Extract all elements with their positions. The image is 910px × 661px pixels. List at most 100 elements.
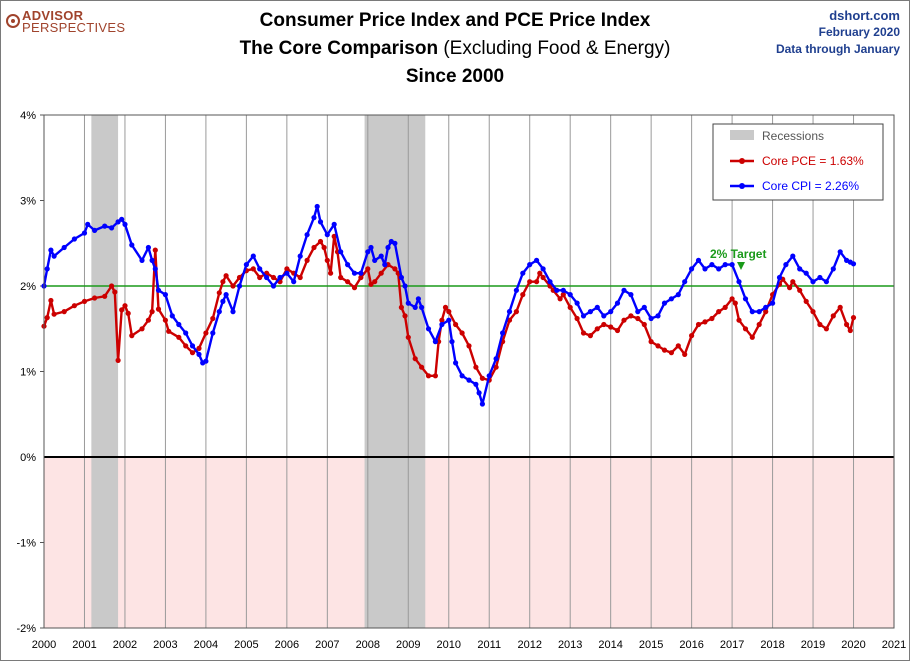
pce-point xyxy=(823,326,830,332)
y-tick-label: -2% xyxy=(16,623,36,635)
cpi-point xyxy=(594,304,600,310)
pce-point xyxy=(203,330,209,336)
pce-point xyxy=(125,310,131,316)
cpi-point xyxy=(540,266,546,272)
cpi-point xyxy=(81,230,88,236)
logo-line2: PERSPECTIVES xyxy=(22,20,126,35)
cpi-point xyxy=(71,236,77,242)
x-tick-label: 2021 xyxy=(882,639,906,651)
pce-point xyxy=(459,330,465,336)
pce-point xyxy=(338,274,344,281)
pce-point xyxy=(48,297,54,304)
pce-point xyxy=(412,356,418,362)
pce-point xyxy=(324,257,330,263)
cpi-series xyxy=(41,203,857,407)
cpi-point xyxy=(560,287,566,293)
pce-point xyxy=(257,274,263,281)
pce-point xyxy=(527,279,533,285)
cpi-point xyxy=(304,232,310,238)
pce-point xyxy=(189,350,196,356)
x-tick-label: 2010 xyxy=(437,639,461,651)
pce-point xyxy=(311,244,317,251)
cpi-point xyxy=(635,309,641,315)
cpi-point xyxy=(372,257,378,263)
cpi-point xyxy=(291,279,297,285)
x-tick-label: 2019 xyxy=(801,639,825,651)
cpi-point xyxy=(459,373,465,379)
y-tick-label: 1% xyxy=(20,367,36,379)
x-tick-label: 2000 xyxy=(32,639,56,651)
legend-recession-label: Recessions xyxy=(762,129,824,143)
pce-point xyxy=(560,292,566,298)
cpi-point xyxy=(243,262,249,268)
pce-point xyxy=(230,283,236,289)
cpi-point xyxy=(85,221,91,227)
x-tick-label: 2005 xyxy=(234,639,258,651)
cpi-point xyxy=(382,262,388,268)
pce-point xyxy=(594,326,600,332)
pce-point xyxy=(837,304,843,310)
cpi-point xyxy=(682,279,688,285)
pce-point xyxy=(139,326,145,332)
subtitle-bold: The Core Comparison xyxy=(239,38,439,59)
cpi-point xyxy=(574,300,580,306)
pce-point xyxy=(119,307,125,313)
pce-point xyxy=(614,327,621,334)
cpi-point xyxy=(338,249,344,255)
pce-point xyxy=(372,279,378,285)
cpi-point xyxy=(453,360,459,366)
cpi-point xyxy=(675,292,681,298)
cpi-point xyxy=(236,283,243,289)
pce-point xyxy=(112,289,118,295)
pce-point xyxy=(682,351,688,357)
cpi-point xyxy=(601,313,607,319)
cpi-point xyxy=(506,309,513,315)
pce-point xyxy=(628,313,634,319)
pce-point xyxy=(830,313,836,319)
x-tick-label: 2013 xyxy=(558,639,582,651)
cpi-point xyxy=(220,298,226,304)
pce-point xyxy=(810,309,816,315)
cpi-point xyxy=(425,326,432,332)
legend-pce-marker xyxy=(739,158,745,164)
pce-point xyxy=(345,279,351,285)
source-note: Data through January xyxy=(775,42,900,56)
x-tick-label: 2020 xyxy=(841,639,865,651)
cpi-point xyxy=(402,283,408,289)
cpi-point xyxy=(486,373,492,379)
pce-point xyxy=(534,279,540,285)
cpi-point xyxy=(446,317,452,323)
legend-cpi-marker xyxy=(739,183,745,189)
cpi-point xyxy=(520,270,526,276)
cpi-point xyxy=(770,300,776,306)
cpi-point xyxy=(183,330,189,336)
cpi-point xyxy=(139,257,145,263)
cpi-point xyxy=(419,304,425,310)
cpi-point xyxy=(162,292,168,298)
pce-point xyxy=(122,303,128,309)
cpi-point xyxy=(109,225,115,231)
cpi-point xyxy=(473,381,479,387)
pce-point xyxy=(162,317,168,323)
pce-point xyxy=(689,333,695,339)
pce-point xyxy=(742,326,749,332)
pce-point xyxy=(635,315,641,322)
pce-point xyxy=(216,290,222,296)
cpi-point xyxy=(695,257,702,263)
pce-point xyxy=(419,364,425,370)
pce-point xyxy=(844,321,850,328)
pce-point xyxy=(787,285,793,291)
x-tick-label: 2017 xyxy=(720,639,744,651)
pce-point xyxy=(109,283,115,289)
pce-point xyxy=(453,321,459,328)
cpi-point xyxy=(661,300,668,306)
cpi-point xyxy=(230,309,236,315)
target-label: 2% Target xyxy=(710,247,766,261)
cpi-point xyxy=(210,330,216,336)
plot-border xyxy=(43,114,895,629)
cpi-point xyxy=(580,313,587,319)
cpi-point xyxy=(722,262,728,268)
pce-point xyxy=(716,309,722,315)
chart-period: Since 2000 xyxy=(405,66,505,87)
pce-point xyxy=(756,321,762,328)
